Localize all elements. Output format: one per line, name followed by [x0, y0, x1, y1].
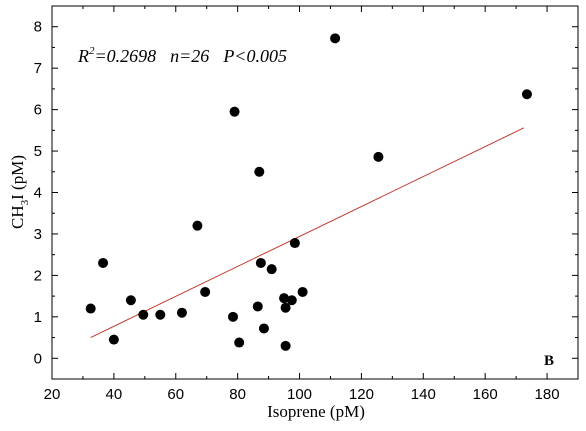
data-point-23: [297, 286, 308, 297]
r-squared-value: =0.2698: [95, 46, 157, 66]
x-tick-label-20: 20: [44, 386, 61, 403]
data-point-7: [176, 307, 187, 318]
data-point-9: [200, 286, 211, 297]
data-point-11: [229, 106, 240, 117]
data-point-6: [155, 309, 166, 320]
y-tick-label-6: 6: [34, 102, 42, 119]
x-tick-label-140: 140: [411, 386, 436, 403]
y-axis-title-subscript: 3: [19, 199, 31, 205]
y-tick-label-1: 1: [34, 309, 42, 326]
y-axis-title-rest: I (pM): [8, 155, 27, 200]
x-tick-label-60: 60: [167, 386, 184, 403]
y-axis-title-main: CH: [8, 205, 27, 229]
y-tick-label-5: 5: [34, 143, 42, 160]
y-tick-label-0: 0: [34, 350, 42, 367]
panel-label: B: [544, 353, 554, 369]
y-axis-title: CH3I (pM): [8, 155, 31, 229]
data-point-26: [521, 89, 532, 100]
data-point-1: [85, 303, 96, 314]
x-axis-title: Isoprene (pM): [267, 402, 365, 421]
data-point-22: [289, 238, 300, 249]
r-squared-exponent: 2: [89, 45, 95, 57]
x-tick-label-120: 120: [349, 386, 374, 403]
regression-stats: R2=0.2698 n=26 P<0.005: [77, 45, 287, 66]
data-point-17: [266, 264, 277, 275]
data-point-5: [138, 309, 149, 320]
data-point-21: [286, 295, 297, 306]
y-tick-label-2: 2: [34, 267, 42, 284]
data-point-14: [254, 166, 265, 177]
y-tick-label-8: 8: [34, 19, 42, 36]
x-tick-label-40: 40: [106, 386, 123, 403]
data-point-13: [252, 301, 263, 312]
y-tick-label-7: 7: [34, 60, 42, 77]
data-points: [85, 33, 532, 351]
data-point-3: [108, 334, 119, 345]
x-tick-label-100: 100: [287, 386, 312, 403]
r-squared-label: R: [77, 46, 89, 66]
data-point-19: [280, 302, 291, 313]
data-point-2: [98, 257, 109, 268]
x-tick-label-160: 160: [473, 386, 498, 403]
data-point-12: [234, 337, 245, 348]
y-tick-label-4: 4: [34, 185, 42, 202]
data-point-4: [125, 295, 136, 306]
x-tick-label-180: 180: [535, 386, 560, 403]
data-point-8: [192, 220, 203, 231]
axis-ticks: [51, 6, 578, 379]
x-tick-label-80: 80: [229, 386, 246, 403]
data-point-16: [258, 323, 269, 334]
data-point-20: [280, 340, 291, 351]
sample-size: n=26: [170, 46, 209, 66]
tick-labels: 20 40 60 80 100 120 140 160 180 0 1 2 3 4 5 6 7 8: [34, 19, 560, 403]
data-point-15: [255, 257, 266, 268]
data-point-18: [279, 293, 290, 304]
regression-line: [90, 127, 525, 339]
data-point-25: [373, 151, 384, 162]
data-point-10: [228, 311, 239, 322]
data-point-24: [330, 33, 341, 44]
p-value: P<0.005: [222, 46, 287, 66]
y-tick-label-3: 3: [34, 226, 42, 243]
